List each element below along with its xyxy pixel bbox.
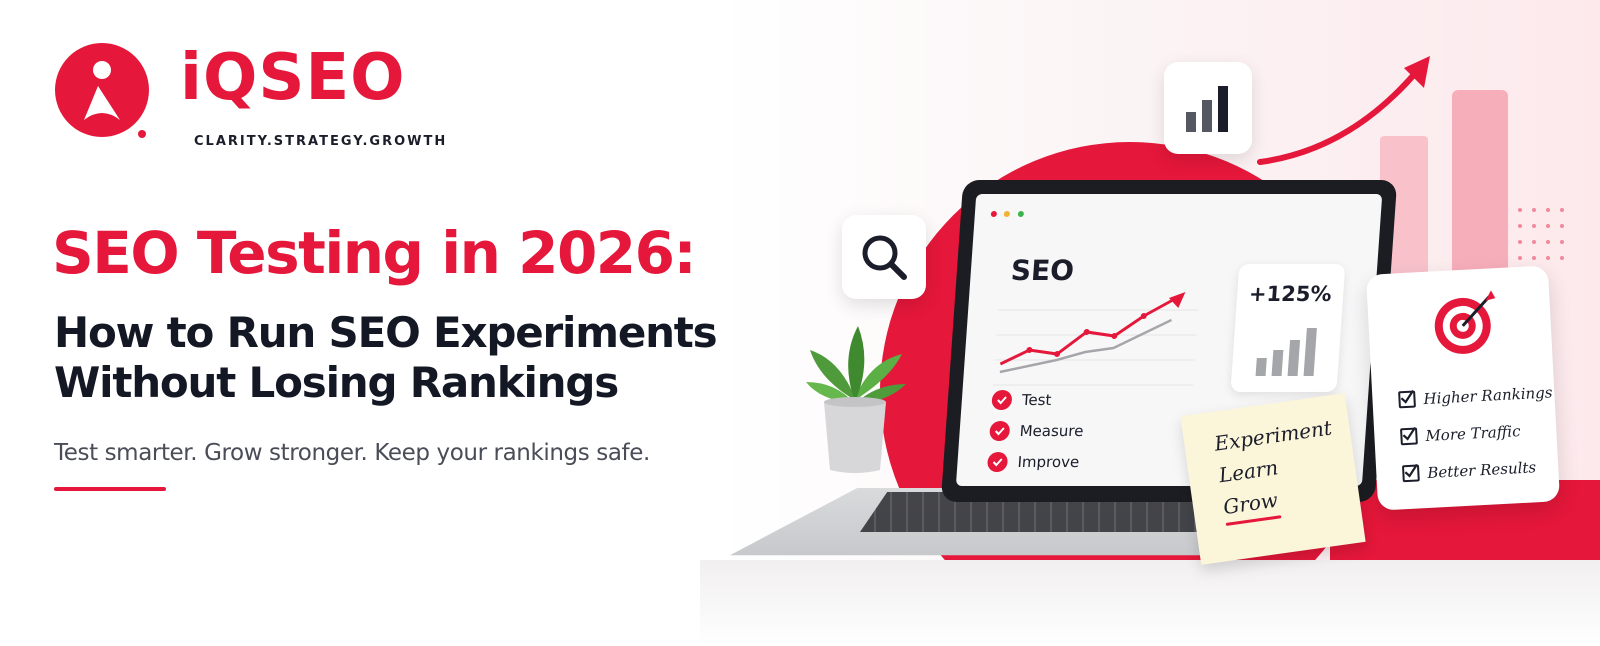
checklist-item: Test: [991, 384, 1087, 415]
laptop-screen: SEO +125%: [940, 180, 1398, 502]
potted-plant-illustration: [806, 326, 906, 473]
person-circle-logo-icon: [55, 43, 149, 138]
checklist-item: Improve: [986, 446, 1082, 477]
stat-bar-chart-icon: [1255, 328, 1317, 376]
headline-tagline: Test smarter. Grow stronger. Keep your r…: [54, 440, 650, 466]
checklist-item-label: Test: [1021, 390, 1053, 409]
accent-divider: [54, 487, 166, 491]
search-icon: [862, 235, 907, 280]
headline-title: SEO Testing in 2026:: [52, 219, 697, 287]
laptop-display: SEO +125%: [955, 194, 1383, 486]
brand-logo: iQSEO CLARITY.STRATEGY.GROWTH: [54, 42, 474, 152]
check-circle-icon: [991, 389, 1013, 410]
headline-subtitle-line1: How to Run SEO Experiments: [54, 308, 718, 357]
headline-subtitle: How to Run SEO Experiments Without Losin…: [54, 308, 718, 409]
sticky-note: Experiment Learn Grow: [1180, 393, 1366, 565]
sticky-note-line: Learn: [1217, 455, 1280, 488]
sticky-note-line: Experiment: [1212, 415, 1334, 456]
goal-item: Higher Rankings: [1398, 373, 1554, 418]
check-circle-icon: [989, 420, 1011, 441]
target-icon: [1434, 290, 1496, 354]
checklist-item-label: Improve: [1016, 452, 1080, 471]
checklist-item-label: Measure: [1019, 421, 1085, 440]
sticky-note-line: Grow: [1221, 487, 1280, 520]
growth-arrow-icon: [1257, 56, 1430, 165]
stat-value: +125%: [1248, 282, 1333, 306]
desk-surface: [700, 560, 1600, 646]
checkbox-checked-icon: [1398, 390, 1416, 409]
goal-item-label: More Traffic: [1424, 421, 1521, 445]
window-controls: [990, 204, 1027, 222]
checkbox-checked-icon: [1401, 463, 1420, 483]
screen-seo-title: SEO: [1009, 254, 1076, 287]
window-close-dot: [990, 211, 998, 217]
goals-list: Higher Rankings More Traffic Better Resu…: [1398, 373, 1558, 492]
dot-pattern-decoration: [1518, 208, 1564, 260]
bar-chart-card: [1164, 62, 1252, 154]
goal-item: Better Results: [1401, 447, 1557, 492]
window-minimize-dot: [1004, 211, 1011, 217]
screen-line-chart: [992, 292, 1199, 386]
brand-tagline: CLARITY.STRATEGY.GROWTH: [194, 134, 448, 149]
stat-card: +125%: [1230, 264, 1346, 392]
brand-name: iQSEO: [180, 41, 406, 115]
checkbox-checked-icon: [1400, 426, 1418, 446]
checklist-item: Measure: [989, 415, 1085, 446]
search-card: [842, 215, 926, 299]
goal-item: More Traffic: [1400, 410, 1556, 455]
headline-subtitle-line2: Without Losing Rankings: [54, 358, 619, 408]
window-maximize-dot: [1017, 211, 1024, 217]
goals-card: Higher Rankings More Traffic Better Resu…: [1365, 265, 1561, 511]
goal-item-label: Better Results: [1426, 457, 1537, 482]
screen-checklist: Test Measure Improve: [986, 384, 1086, 477]
check-circle-icon: [986, 451, 1009, 472]
bar-chart-icon: [1186, 86, 1228, 132]
goal-item-label: Higher Rankings: [1423, 382, 1553, 408]
